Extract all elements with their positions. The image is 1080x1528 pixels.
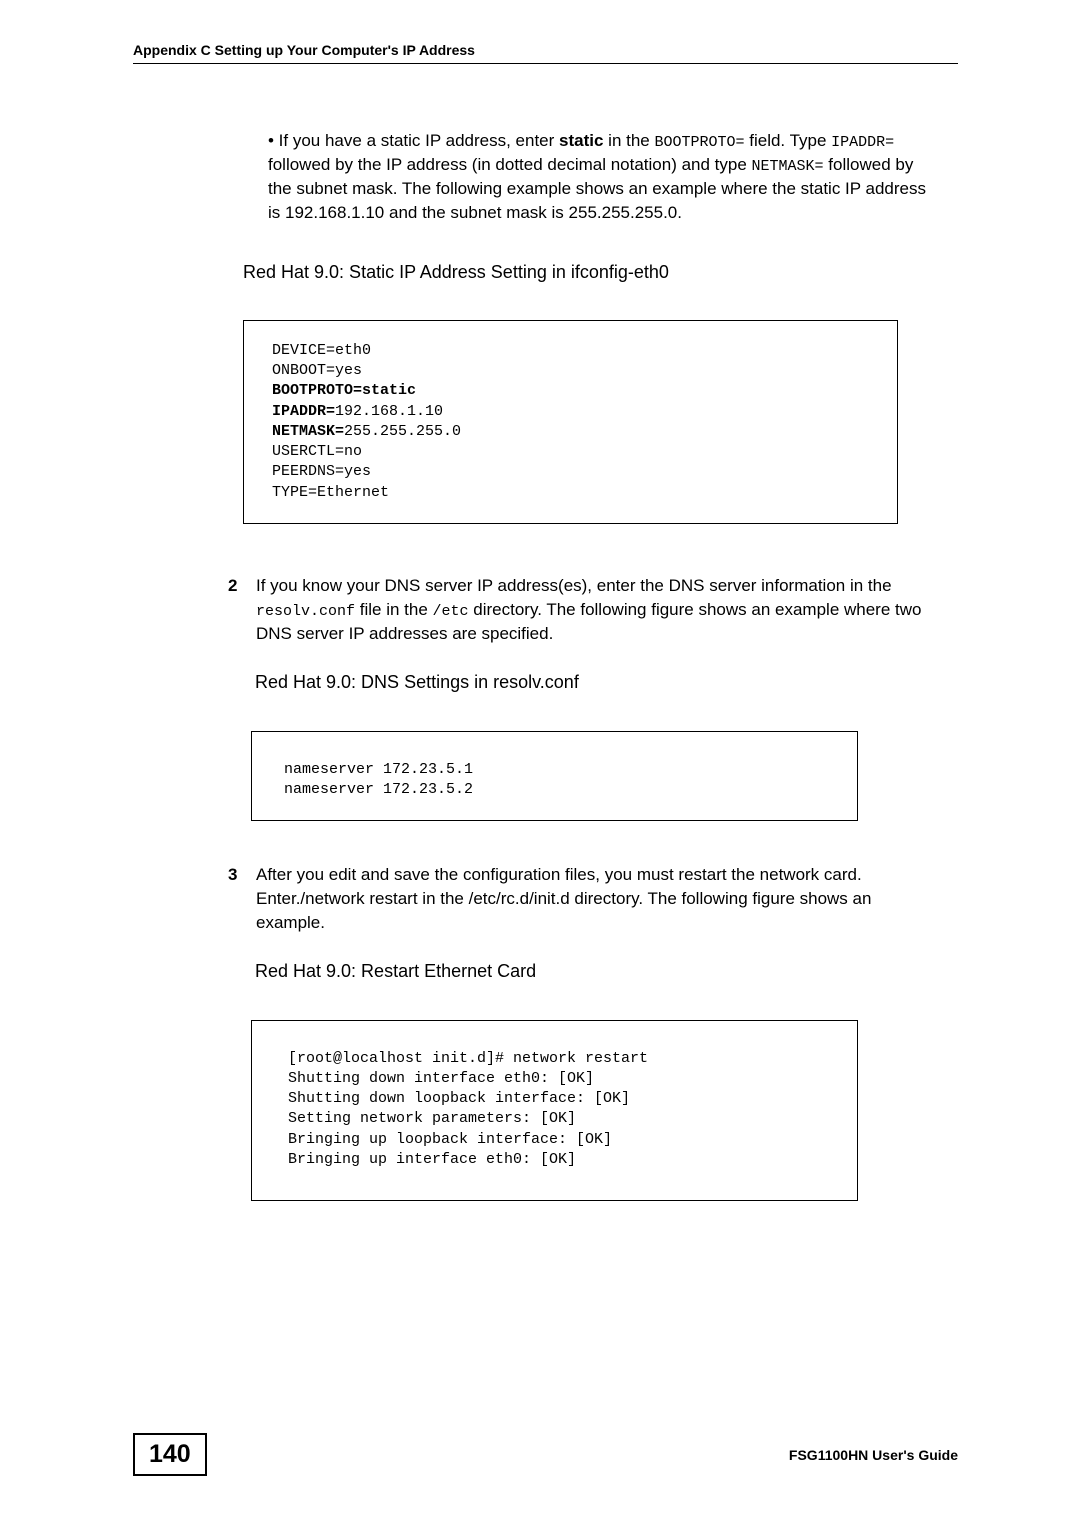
code1-line1: DEVICE=eth0 [272, 342, 371, 359]
caption-2: Red Hat 9.0: DNS Settings in resolv.conf [255, 670, 958, 695]
step-3-text: After you edit and save the configuratio… [256, 863, 938, 934]
code1-line6: USERCTL=no [272, 443, 362, 460]
step2-resolv: resolv.conf [256, 603, 355, 620]
bullet-bootproto: BOOTPROTO= [655, 134, 745, 151]
code3-line1: [root@localhost init.d]# network restart [288, 1050, 648, 1067]
step-3: 3 After you edit and save the configurat… [228, 863, 938, 934]
code-box-2: nameserver 172.23.5.1 nameserver 172.23.… [251, 731, 858, 822]
code3-line4: Setting network parameters: [OK] [288, 1110, 576, 1127]
code1-line4b: 192.168.1.10 [335, 403, 443, 420]
step-2: 2 If you know your DNS server IP address… [228, 574, 938, 646]
code2-line2: nameserver 172.23.5.2 [284, 781, 473, 798]
bullet-text-3: field. Type [745, 131, 832, 150]
code3-line3: Shutting down loopback interface: [OK] [288, 1090, 630, 1107]
code1-line5a: NETMASK= [272, 423, 344, 440]
code1-line3a: BOOTPROTO= [272, 382, 362, 399]
code2-line1: nameserver 172.23.5.1 [284, 761, 473, 778]
code1-line7: PEERDNS=yes [272, 463, 371, 480]
step-2-num: 2 [228, 574, 256, 646]
header-bar: Appendix C Setting up Your Computer's IP… [133, 42, 958, 64]
header-title: Appendix C Setting up Your Computer's IP… [133, 42, 958, 58]
code3-line6: Bringing up interface eth0: [OK] [288, 1151, 576, 1168]
bullet-netmask: NETMASK= [752, 158, 824, 175]
code1-line2: ONBOOT=yes [272, 362, 362, 379]
step-2-text: If you know your DNS server IP address(e… [256, 574, 938, 646]
step2-text-b: file in the [355, 600, 433, 619]
code3-line2: Shutting down interface eth0: [OK] [288, 1070, 594, 1087]
code3-line5: Bringing up loopback interface: [OK] [288, 1131, 612, 1148]
bullet-text-1: • If you have a static IP address, enter [268, 131, 559, 150]
step-3-num: 3 [228, 863, 256, 934]
bullet-static: static [559, 131, 603, 150]
step2-text-a: If you know your DNS server IP address(e… [256, 576, 892, 595]
footer: 140 FSG1100HN User's Guide [133, 1433, 958, 1476]
code-box-3: [root@localhost init.d]# network restart… [251, 1020, 858, 1202]
bullet-text-4: followed by the IP address (in dotted de… [268, 155, 752, 174]
footer-guide: FSG1100HN User's Guide [789, 1447, 958, 1463]
bullet-text-2: in the [603, 131, 654, 150]
caption-1: Red Hat 9.0: Static IP Address Setting i… [243, 260, 958, 285]
bullet-ipaddr: IPADDR= [831, 134, 894, 151]
bullet-paragraph: • If you have a static IP address, enter… [268, 129, 938, 225]
code1-line5b: 255.255.255.0 [344, 423, 461, 440]
code-box-1: DEVICE=eth0 ONBOOT=yes BOOTPROTO=static … [243, 320, 898, 524]
caption-3: Red Hat 9.0: Restart Ethernet Card [255, 959, 958, 984]
code1-line4a: IPADDR= [272, 403, 335, 420]
step2-etc: /etc [433, 603, 469, 620]
code1-line8: TYPE=Ethernet [272, 484, 389, 501]
code1-line3b: static [362, 382, 416, 399]
page-number: 140 [133, 1433, 207, 1476]
